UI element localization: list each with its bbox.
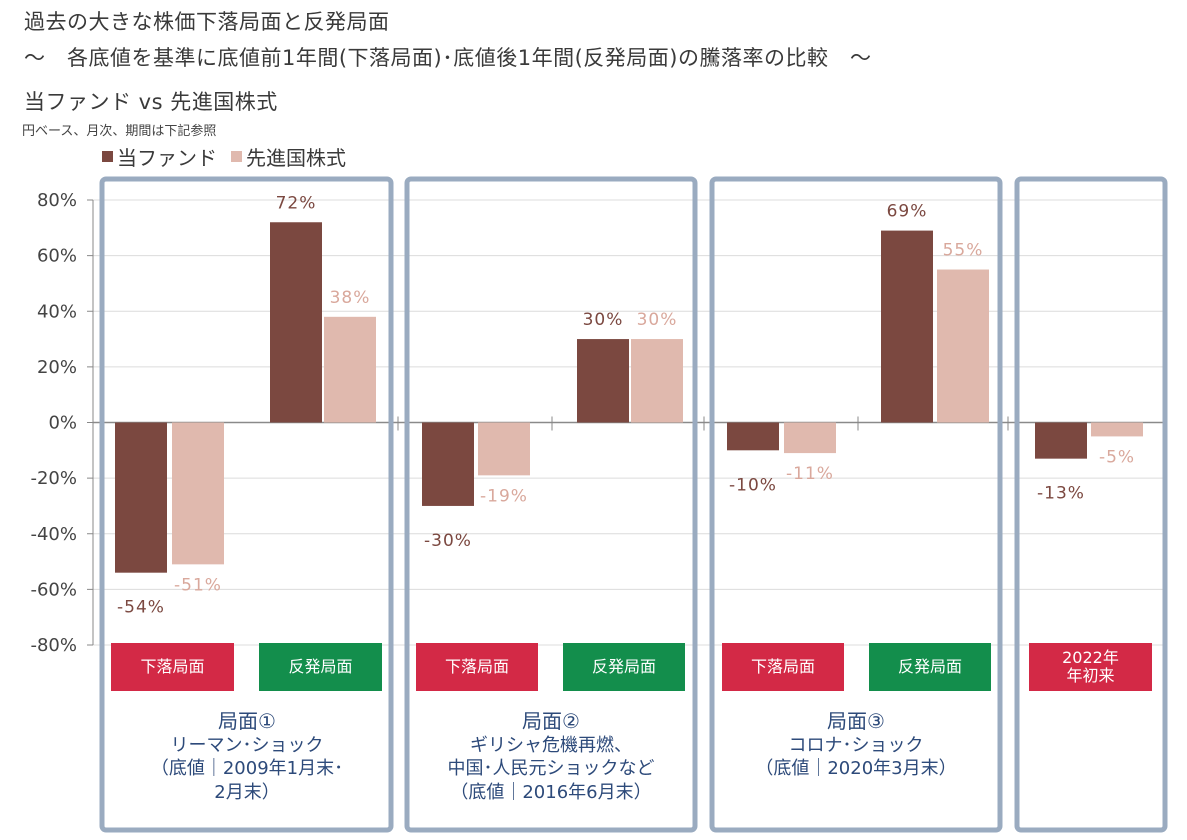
phase-detail-line: コロナ･ショック (788, 735, 924, 756)
bar-fund (727, 422, 779, 451)
chart-title: 過去の大きな株価下落局面と反発局面 (24, 10, 390, 34)
bar-fund (1035, 422, 1087, 459)
y-tick-label: 60% (37, 246, 77, 267)
phase-detail-line: 2月末） (214, 781, 280, 803)
phase-frame-4 (1014, 176, 1168, 833)
bar-fund (881, 230, 933, 423)
data-label-benchmark: -19% (480, 486, 528, 506)
y-tick-label: 40% (37, 301, 77, 322)
phase-title: 局面③ (827, 709, 885, 733)
rebound-phase-tag: 反発局面 (259, 643, 382, 691)
rebound-phase-tag: 反発局面 (869, 643, 991, 691)
decline-phase-tag: 下落局面 (722, 643, 844, 691)
legend-item-fund: 当ファンド (102, 142, 217, 171)
bar-benchmark (478, 422, 530, 476)
y-tick-label: 0% (48, 413, 77, 434)
phase-description: 局面③ コロナ･ショック （底値｜2020年3月末） (716, 708, 996, 781)
phase-detail-line: 中国･人民元ショックなど (447, 758, 655, 780)
data-label-fund: -54% (117, 598, 165, 618)
phase-description: 局面② ギリシャ危機再燃、 中国･人民元ショックなど （底値｜2016年6月末） (411, 708, 691, 804)
y-tick-label: -60% (30, 579, 77, 600)
data-label-benchmark: 30% (637, 310, 678, 330)
data-label-fund: 72% (276, 193, 317, 213)
y-tick-label: -40% (30, 524, 77, 545)
data-label-fund: -30% (424, 531, 472, 551)
ytd-tag: 2022年 年初来 (1029, 643, 1152, 691)
comparison-title: 当ファンド vs 先進国株式 (24, 90, 278, 114)
decline-phase-tag: 下落局面 (111, 643, 234, 691)
legend-swatch-benchmark (231, 151, 242, 162)
data-label-fund: 30% (583, 310, 624, 330)
data-label-fund: 69% (887, 202, 928, 222)
phase-description: 局面① リーマン･ショック （底値｜2009年1月末･ 2月末） (107, 708, 387, 804)
data-label-fund: -10% (729, 475, 777, 495)
legend-label-fund: 当ファンド (117, 146, 217, 170)
bar-fund (270, 222, 322, 423)
bar-fund (115, 422, 167, 573)
bar-benchmark (172, 422, 224, 565)
phase-detail-line: ギリシャ危機再燃、 (470, 735, 632, 756)
bar-fund (577, 339, 629, 423)
bar-benchmark (937, 269, 989, 423)
bar-benchmark (631, 339, 683, 423)
data-label-fund: -13% (1037, 484, 1085, 504)
phase-frame-3 (709, 176, 1003, 833)
data-label-benchmark: -5% (1099, 447, 1135, 467)
phase-detail-line: （底値｜2009年1月末･ (150, 758, 344, 780)
decline-phase-tag: 下落局面 (416, 643, 538, 691)
data-label-benchmark: 55% (943, 241, 984, 261)
chart-note: 円ベース、月次、期間は下記参照 (22, 124, 217, 139)
rebound-phase-tag: 反発局面 (563, 643, 685, 691)
bar-benchmark (784, 422, 836, 454)
phase-detail-line: （底値｜2016年6月末） (450, 781, 652, 803)
chart-subtitle: ～ 各底値を基準に底値前1年間(下落局面)･底値後1年間(反発局面)の騰落率の比… (24, 46, 872, 70)
legend: 当ファンド 先進国株式 (102, 142, 360, 171)
phase-frame-2 (404, 176, 698, 833)
bar-benchmark (324, 316, 376, 423)
legend-swatch-fund (102, 151, 113, 162)
phase-frame-1 (99, 176, 394, 833)
phase-title: 局面① (218, 709, 276, 733)
bar-benchmark (1091, 422, 1143, 437)
data-label-benchmark: -51% (174, 575, 222, 595)
bar-fund (422, 422, 474, 506)
data-label-benchmark: -11% (786, 464, 834, 484)
y-tick-label: 20% (37, 357, 77, 378)
y-tick-label: 80% (37, 190, 77, 211)
phase-detail-line: （底値｜2020年3月末） (755, 758, 957, 780)
legend-item-benchmark: 先進国株式 (231, 142, 346, 171)
data-label-benchmark: 38% (330, 288, 371, 308)
y-tick-label: -20% (30, 468, 77, 489)
phase-detail-line: リーマン･ショック (170, 735, 324, 756)
legend-label-benchmark: 先進国株式 (246, 146, 346, 170)
y-tick-label: -80% (30, 635, 77, 656)
phase-title: 局面② (522, 709, 580, 733)
